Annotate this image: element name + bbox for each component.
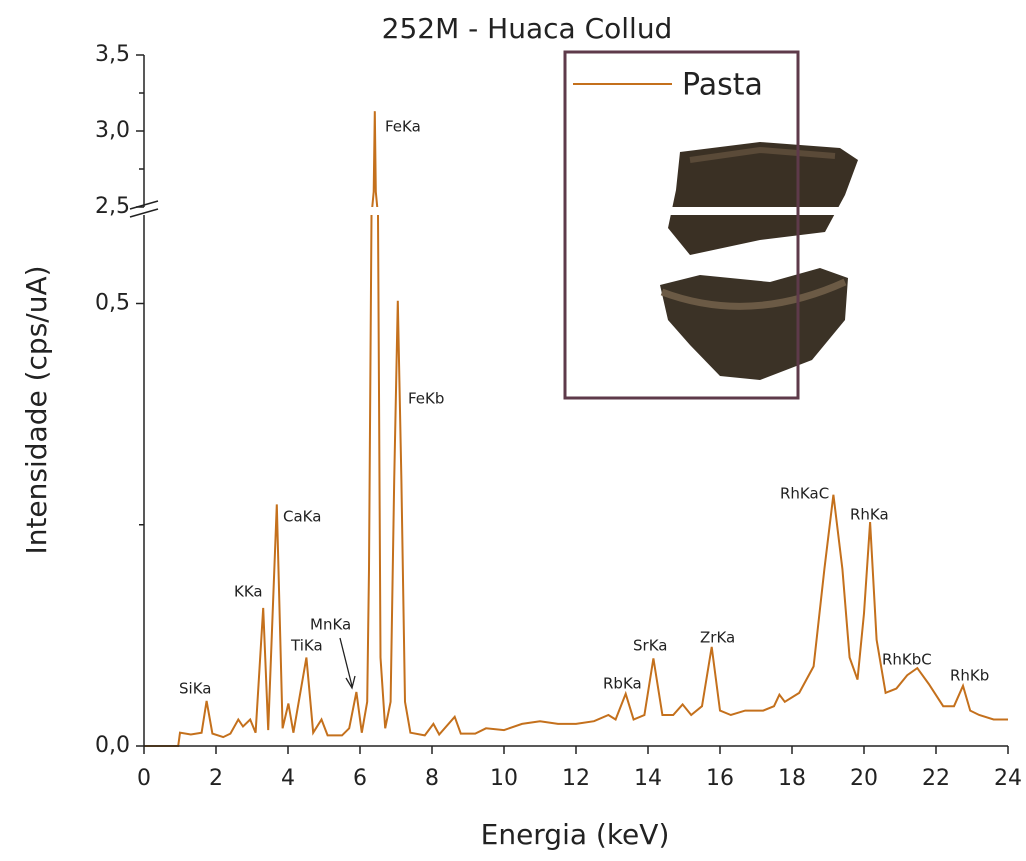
spectrum-line [144,111,1008,747]
x-tick-label: 24 [994,766,1022,791]
x-tick-label: 12 [562,766,590,791]
chart-title: 252M - Huaca Collud [382,12,673,45]
peak-label: KKa [234,583,263,601]
x-tick-label: 18 [778,766,806,791]
x-tick-label: 20 [850,766,878,791]
x-tick-label: 16 [706,766,734,791]
x-tick-label: 22 [922,766,950,791]
peak-label: RhKaC [780,485,829,503]
mnka-arrow [339,637,356,690]
peak-label: MnKa [310,616,351,634]
y-axis-label: Intensidade (cps/uA) [20,265,53,554]
y-tick-label: 0,0 [95,733,130,758]
peak-label: TiKa [290,637,323,655]
y-tick-label: 0,5 [95,291,130,316]
peak-label: SrKa [633,637,667,655]
x-axis-label: Energia (keV) [481,818,670,851]
x-tick-label: 4 [281,766,295,791]
x-tick-label: 0 [137,766,151,791]
y-tick-label: 3,5 [95,42,130,67]
peak-label: ZrKa [700,629,735,647]
x-tick-label: 10 [490,766,518,791]
peak-label: RhKbC [882,651,932,669]
peak-label: RhKb [950,667,989,685]
y-tick-label: 3,0 [95,118,130,143]
legend-box [563,50,800,400]
y-tick-label: 2,5 [95,194,130,219]
axis-break-gap [130,207,1014,215]
inset-photo [660,142,858,380]
x-tick-label: 6 [353,766,367,791]
peak-label: SiKa [179,680,211,698]
peak-label: FeKb [408,390,444,408]
x-tick-label: 8 [425,766,439,791]
peak-label: FeKa [385,118,421,136]
peak-label: RbKa [603,675,642,693]
legend-label: Pasta [682,68,763,103]
peak-label: CaKa [283,508,321,526]
peak-label: RhKa [850,506,889,524]
x-tick-label: 14 [634,766,662,791]
x-tick-label: 2 [209,766,223,791]
